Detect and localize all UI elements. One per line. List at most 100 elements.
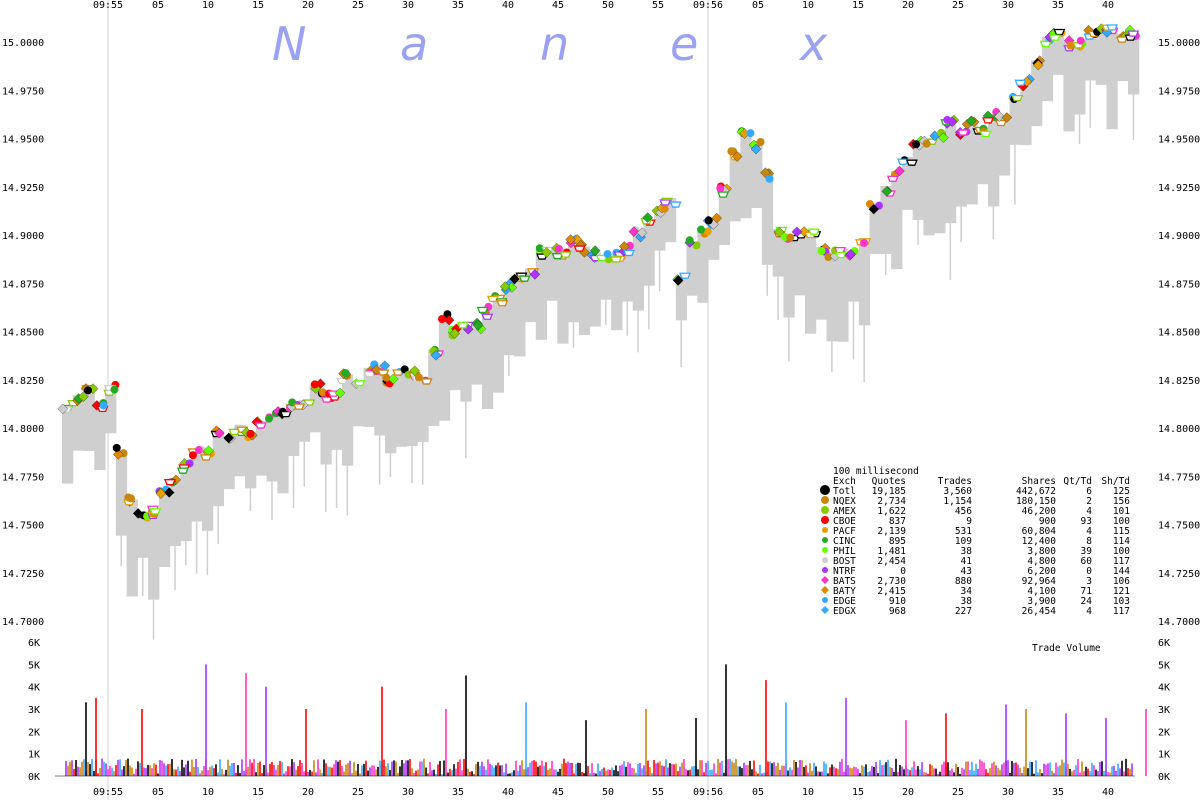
quote-marker-circle bbox=[704, 216, 713, 225]
quote-marker-bowl bbox=[905, 159, 918, 166]
price-range-bar bbox=[525, 268, 537, 323]
x-tick-bottom: 15 bbox=[852, 787, 864, 798]
price-range-bar bbox=[718, 187, 731, 245]
legend-shares: 60,804 bbox=[1022, 526, 1057, 537]
price-range-bar bbox=[643, 219, 655, 286]
legend-shares: 3,800 bbox=[1027, 546, 1056, 557]
quote-marker-diamond bbox=[214, 427, 225, 439]
quote-marker-bowl bbox=[363, 371, 376, 378]
legend-header-trades: Trades bbox=[938, 476, 972, 487]
quote-marker-circle bbox=[265, 414, 274, 423]
quote-marker-circle bbox=[318, 388, 327, 397]
legend-trades: 880 bbox=[955, 576, 972, 587]
quote-marker-bowl bbox=[486, 295, 499, 303]
price-range-bar bbox=[449, 329, 461, 391]
legend-shares: 46,200 bbox=[1022, 506, 1057, 517]
legend-qttd: 2 bbox=[1086, 496, 1092, 507]
legend-qttd: 39 bbox=[1081, 546, 1093, 557]
legend-quotes: 1,481 bbox=[877, 546, 906, 557]
legend-shtd: 100 bbox=[1113, 516, 1130, 527]
legend-trades: 38 bbox=[961, 596, 973, 607]
quote-marker-diamond bbox=[223, 432, 234, 444]
price-range-bar bbox=[772, 228, 784, 277]
y-tick-right: 14.7000 bbox=[1158, 617, 1200, 628]
legend-header-qttd: Qt/Td bbox=[1063, 476, 1092, 487]
watermark-letter: n bbox=[540, 17, 569, 71]
price-range-bar bbox=[934, 132, 946, 234]
legend-exch: CINC bbox=[833, 536, 856, 547]
price-range-bar bbox=[191, 449, 203, 522]
quote-marker-diamond bbox=[672, 275, 684, 286]
quote-marker-bowl bbox=[610, 256, 623, 263]
vol-y-tick-left: 5K bbox=[28, 660, 40, 671]
quote-marker-circle bbox=[112, 443, 121, 452]
quote-marker-bowl bbox=[1048, 34, 1061, 41]
quote-marker-diamond bbox=[994, 111, 1005, 122]
price-range-bar bbox=[72, 395, 85, 451]
price-range-bar bbox=[298, 400, 311, 442]
quote-marker-bowl bbox=[353, 380, 366, 387]
y-tick-right: 15.0000 bbox=[1158, 38, 1200, 49]
x-tick-top: 10 bbox=[802, 0, 814, 11]
quote-marker-diamond bbox=[750, 143, 762, 155]
price-range-bar bbox=[675, 275, 688, 321]
y-tick-left: 14.8500 bbox=[2, 328, 44, 339]
quote-marker-circle bbox=[341, 369, 350, 378]
legend-quotes: 2,730 bbox=[877, 576, 906, 587]
quote-marker-circle bbox=[188, 451, 197, 460]
vol-y-tick-left: 4K bbox=[28, 683, 40, 694]
price-range-bar bbox=[137, 513, 149, 558]
quote-marker-bowl bbox=[1053, 28, 1066, 36]
legend-shtd: 121 bbox=[1113, 586, 1130, 597]
legend-marker bbox=[822, 597, 828, 603]
quote-marker-bowl bbox=[481, 313, 494, 320]
y-tick-left: 15.0000 bbox=[2, 38, 44, 49]
quote-marker-circle bbox=[194, 446, 203, 455]
vol-y-tick-left: 0K bbox=[28, 772, 40, 783]
quote-marker-diamond bbox=[565, 234, 576, 245]
legend-qttd: 0 bbox=[1086, 566, 1092, 577]
quote-marker-diamond bbox=[589, 245, 601, 256]
quote-marker-circle bbox=[824, 253, 833, 262]
price-range-bar bbox=[1020, 80, 1032, 146]
x-tick-bottom: 15 bbox=[252, 787, 264, 798]
quote-marker-bowl bbox=[886, 175, 899, 182]
legend-exch: BATS bbox=[833, 576, 856, 587]
y-tick-left: 14.9500 bbox=[2, 135, 44, 146]
x-tick-bottom: 20 bbox=[902, 787, 914, 798]
legend-header-quotes: Quotes bbox=[872, 476, 906, 487]
price-range-bar bbox=[815, 246, 828, 320]
x-tick-bottom: 30 bbox=[1002, 787, 1014, 798]
quote-marker-circle bbox=[786, 233, 795, 242]
quote-marker-bowl bbox=[293, 403, 305, 410]
quote-marker-diamond bbox=[938, 132, 949, 143]
x-tick-bottom: 05 bbox=[752, 787, 764, 798]
quote-marker-circle bbox=[922, 139, 931, 148]
legend-qttd: 4 bbox=[1086, 606, 1092, 617]
price-range-bar bbox=[869, 203, 881, 254]
legend-trades: 41 bbox=[961, 556, 973, 567]
quote-marker-circle bbox=[437, 315, 446, 324]
quote-marker-circle bbox=[603, 250, 612, 259]
quote-marker-bowl bbox=[1115, 36, 1128, 43]
quote-marker-bowl bbox=[1106, 24, 1119, 31]
quote-marker-bowl bbox=[164, 479, 176, 486]
price-range-bar bbox=[115, 449, 128, 536]
price-range-bar bbox=[83, 386, 95, 451]
legend-shares: 3,900 bbox=[1027, 596, 1056, 607]
price-range-bar bbox=[255, 420, 268, 476]
price-range-bar bbox=[600, 256, 612, 300]
quote-marker-circle bbox=[943, 115, 952, 124]
quote-marker-bowl bbox=[496, 300, 509, 307]
price-range-bar bbox=[223, 436, 235, 490]
x-tick-top: 40 bbox=[502, 0, 514, 11]
price-range-bar bbox=[406, 372, 418, 447]
legend-shares: 442,672 bbox=[1016, 486, 1056, 497]
price-range-bar bbox=[201, 449, 214, 531]
price-range-bar bbox=[901, 156, 914, 210]
quote-marker-diamond bbox=[1001, 112, 1013, 123]
price-range-bar bbox=[460, 323, 472, 402]
legend-quotes: 910 bbox=[889, 596, 906, 607]
legend-shares: 26,454 bbox=[1022, 606, 1057, 617]
price-range-bar bbox=[858, 237, 871, 326]
